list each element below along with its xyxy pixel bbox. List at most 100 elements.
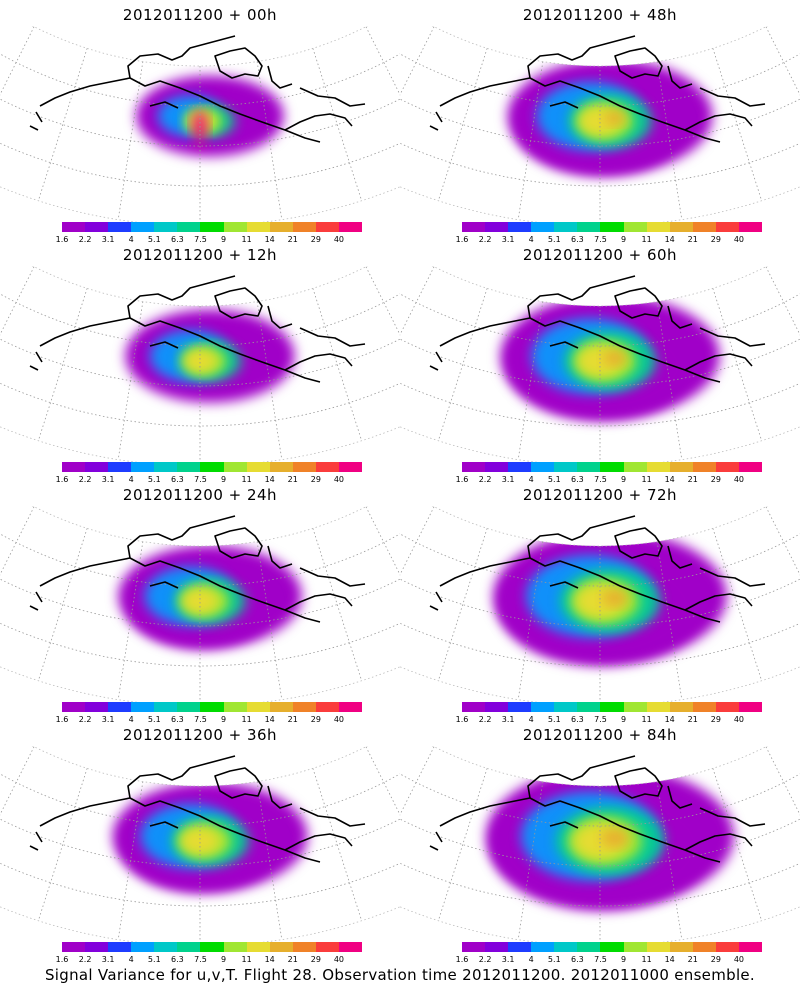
colorbar-label: 6.3 [171,235,184,244]
colorbar-labels: 1.6 2.2 3.1 4 5.1 6.3 7.5 9 11 14 21 29 40 [456,475,762,485]
colorbar-swatch [531,702,555,712]
colorbar-swatch [177,222,201,232]
colorbar-label: 6.3 [171,955,184,964]
colorbar-swatch [577,702,601,712]
map-plot [291,236,800,467]
variance-field [112,781,308,893]
map-plot [291,476,800,707]
colorbar-label: 40 [733,955,745,964]
colorbar-label: 9 [620,235,627,244]
figure-caption: Signal Variance for u,v,T. Flight 28. Ob… [44,966,756,984]
colorbar-swatch [131,222,155,232]
colorbar-swatch [646,942,670,952]
colorbar-label: 2.2 [78,715,92,724]
panel-title: 2012011200 + 48h [522,6,678,24]
colorbar-swatch [623,462,647,472]
colorbar-swatch [623,702,647,712]
colorbar-swatch [485,222,509,232]
colorbar-swatch [223,462,247,472]
colorbar-label: 5.1 [147,955,161,964]
colorbar-swatch [338,942,363,952]
colorbar-swatch [738,222,763,232]
colorbar-label: 4 [128,715,134,724]
colorbar-label: 40 [333,715,345,724]
colorbar-swatch [669,222,693,232]
colorbar-swatch [269,462,293,472]
colorbar-swatch [292,702,316,712]
colorbar-label: 14 [264,235,275,244]
colorbar-label: 5.1 [147,475,161,484]
colorbar-swatch [715,942,739,952]
map-area [291,476,800,707]
colorbar-swatch [508,942,532,952]
forecast-panel: 2012011200 + 60h 1.6 2.2 3.1 4 5.1 6.3 7.5 9 11 14… [291,236,800,490]
colorbar-label: 1.6 [455,715,469,724]
colorbar-label: 5.1 [547,955,561,964]
forecast-panel: 2012011200 + 48h 1.6 2.2 3.1 4 5.1 6.3 7.5 9 11 14… [291,0,800,250]
colorbar-swatch [485,462,509,472]
colorbar-label: 40 [333,955,345,964]
colorbar-label: 14 [264,475,275,484]
colorbar-swatch [554,462,578,472]
colorbar-swatch [292,462,316,472]
map-area [291,0,800,227]
map-area [291,236,800,467]
colorbar-label: 9 [220,235,227,244]
coastlines [29,515,366,623]
colorbar-labels: 1.6 2.2 3.1 4 5.1 6.3 7.5 9 11 14 21 29 40 [456,715,762,725]
colorbar-label: 11 [641,235,652,244]
colorbar-swatch [246,462,270,472]
colorbar-swatch [715,462,739,472]
colorbar-label: 29 [310,955,321,964]
colorbar-swatch [223,222,247,232]
coastlines [429,755,766,863]
colorbar-label: 14 [664,715,675,724]
colorbar-label: 6.3 [571,475,584,484]
colorbar-label: 40 [333,475,345,484]
variance-field [136,75,284,157]
colorbar-label: 4 [128,235,134,244]
colorbar-swatch [462,942,486,952]
colorbar-swatch [85,702,109,712]
colorbar-swatch [462,462,486,472]
colorbar-label: 7.5 [594,475,607,484]
colorbar-swatch [531,462,555,472]
colorbar-label: 14 [664,475,675,484]
colorbar-label: 3.1 [501,235,515,244]
colorbar-swatch [223,942,247,952]
colorbar-swatch [600,702,624,712]
colorbar-label: 11 [241,475,252,484]
colorbar-swatch [600,222,624,232]
colorbar-labels: 1.6 2.2 3.1 4 5.1 6.3 7.5 9 11 14 21 29 40 [456,955,762,965]
colorbar-label: 4 [128,955,134,964]
colorbar-swatch [269,222,293,232]
colorbar [462,942,763,952]
colorbar-label: 1.6 [55,715,69,724]
colorbar-swatch [508,222,532,232]
map-plot [291,0,800,227]
colorbar-label: 4 [528,715,534,724]
colorbar-swatch [646,462,670,472]
colorbar-swatch [315,702,339,712]
colorbar-label: 1.6 [55,235,69,244]
forecast-panel: 2012011200 + 72h 1.6 2.2 3.1 4 5.1 6.3 7.5 9 11 14… [291,476,800,730]
colorbar-swatch [246,942,270,952]
colorbar-swatch [108,462,132,472]
variance-field [118,545,302,649]
colorbar-label: 40 [333,235,345,244]
panel-title: 2012011200 + 84h [522,726,678,744]
colorbar-swatch [200,702,224,712]
map-area [0,476,509,707]
colorbar-swatch [692,222,716,232]
colorbar-label: 29 [710,715,721,724]
colorbar-swatch [154,702,178,712]
colorbar-label: 7.5 [594,235,607,244]
colorbar-label: 3.1 [101,955,115,964]
colorbar-label: 5.1 [547,475,561,484]
colorbar-swatch [85,462,109,472]
colorbar-swatch [292,942,316,952]
colorbar-swatch [338,702,363,712]
colorbar-label: 6.3 [571,235,584,244]
colorbar-labels: 1.6 2.2 3.1 4 5.1 6.3 7.5 9 11 14 21 29 40 [56,955,362,965]
colorbar-swatch [577,462,601,472]
